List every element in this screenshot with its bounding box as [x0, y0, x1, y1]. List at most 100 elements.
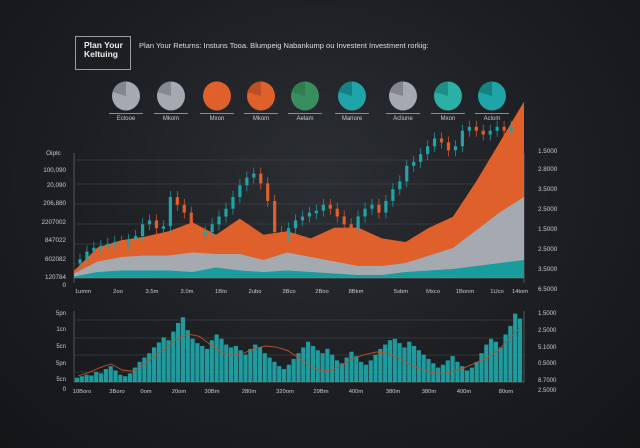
volume-bar — [489, 338, 494, 382]
volume-bar — [171, 331, 176, 382]
candle — [356, 216, 360, 229]
candle — [384, 200, 388, 213]
volume-bar — [103, 369, 108, 382]
volume-bar — [513, 313, 518, 382]
candle — [300, 216, 305, 221]
axis-tick-label: 0 — [62, 282, 66, 289]
volume-bar — [286, 364, 291, 382]
volume-bar — [272, 361, 277, 382]
axis-tick-label: 20om — [172, 389, 187, 395]
candle — [147, 220, 152, 225]
volume-bar — [421, 354, 426, 382]
candle — [377, 204, 381, 213]
axis-tick-label: 2oo — [113, 289, 123, 295]
axis-tick-label: 1.5000 — [538, 148, 558, 155]
volume-bar — [368, 360, 373, 382]
pie-legend-item: Mxon — [428, 81, 468, 122]
candle — [196, 232, 200, 236]
axis-tick-label: 2.5000 — [538, 328, 557, 334]
volume-bar — [334, 360, 340, 382]
page-subtitle: Plan Your Returns: Instuns Tooa. Blumpei… — [139, 41, 429, 50]
candle — [266, 183, 270, 201]
candle — [224, 208, 228, 217]
volume-bar — [74, 377, 80, 382]
axis-tick-label: 2Boo — [315, 289, 329, 295]
volume-bar — [474, 361, 479, 382]
volume-bar — [426, 358, 431, 382]
volume-bar — [436, 367, 441, 382]
volume-bar — [517, 318, 523, 382]
candle — [453, 146, 458, 151]
volume-bar — [493, 341, 499, 382]
volume-bar — [243, 354, 248, 382]
candle — [92, 247, 96, 252]
volume-bar — [469, 367, 474, 382]
volume-bar — [142, 357, 147, 382]
volume-bar — [411, 346, 417, 382]
candle — [342, 216, 346, 225]
area-series — [74, 260, 524, 278]
volume-bar — [84, 374, 89, 382]
pie-legend-item: Aclom — [472, 81, 512, 122]
candle — [426, 146, 430, 155]
candle — [168, 197, 172, 227]
axis-tick-label: 30Bm — [204, 389, 219, 395]
axis-tick-label: 5cn — [56, 344, 66, 350]
candle — [321, 204, 325, 211]
volume-bar — [306, 341, 311, 382]
axis-tick-label: 1umm — [75, 289, 91, 295]
pie-icon — [112, 81, 140, 111]
pie-label: Mkom — [162, 116, 180, 122]
candle — [432, 138, 437, 147]
volume-bar — [151, 347, 157, 382]
candle — [446, 142, 451, 151]
volume-bar — [325, 348, 330, 382]
volume-bar — [94, 371, 99, 382]
volume-bar — [233, 346, 239, 382]
axis-tick-label: 3.0m — [181, 289, 194, 295]
axis-tick-label: 602082 — [45, 256, 67, 263]
candle — [460, 130, 464, 147]
pie-icon — [478, 81, 506, 111]
candle — [335, 208, 339, 217]
candle — [113, 241, 117, 245]
axis-tick-label: 0.5000 — [538, 361, 557, 367]
candle — [203, 232, 207, 236]
axis-tick-label: 8.7000 — [538, 378, 557, 384]
pie-legend-item: Aelam — [285, 81, 325, 122]
axis-tick-label: 5pn — [56, 361, 66, 367]
volume-bar — [407, 341, 412, 382]
candle — [363, 208, 367, 217]
volume-bar — [402, 347, 407, 382]
axis-tick-label: 2.8000 — [538, 166, 558, 173]
candle — [391, 189, 395, 201]
candle — [419, 154, 423, 162]
candle — [259, 173, 263, 184]
pie-legend-item: Eclooe — [106, 81, 146, 122]
volume-bar — [253, 344, 258, 382]
candle — [405, 165, 409, 182]
pie-label: Mxon — [440, 116, 456, 122]
volume-bar — [132, 367, 137, 382]
volume-bar — [397, 343, 402, 382]
volume-bar — [176, 322, 181, 382]
axis-tick-label: 2.5000 — [538, 388, 557, 394]
candle — [78, 259, 82, 264]
candle — [140, 224, 145, 236]
volume-bar — [204, 348, 210, 382]
volume-bar — [161, 337, 166, 382]
candle — [182, 204, 186, 213]
volume-bar — [344, 357, 349, 382]
volume-bar — [455, 361, 460, 382]
volume-bar — [301, 347, 306, 382]
pie-icon — [389, 81, 417, 111]
candle — [175, 197, 179, 205]
candle — [252, 173, 256, 178]
volume-bar — [277, 366, 282, 382]
candle — [439, 138, 444, 143]
volume-bar — [228, 347, 234, 382]
volume-bar — [195, 343, 200, 382]
volume-bar — [291, 358, 296, 382]
volume-bar — [339, 363, 344, 382]
volume-bar — [503, 334, 508, 382]
